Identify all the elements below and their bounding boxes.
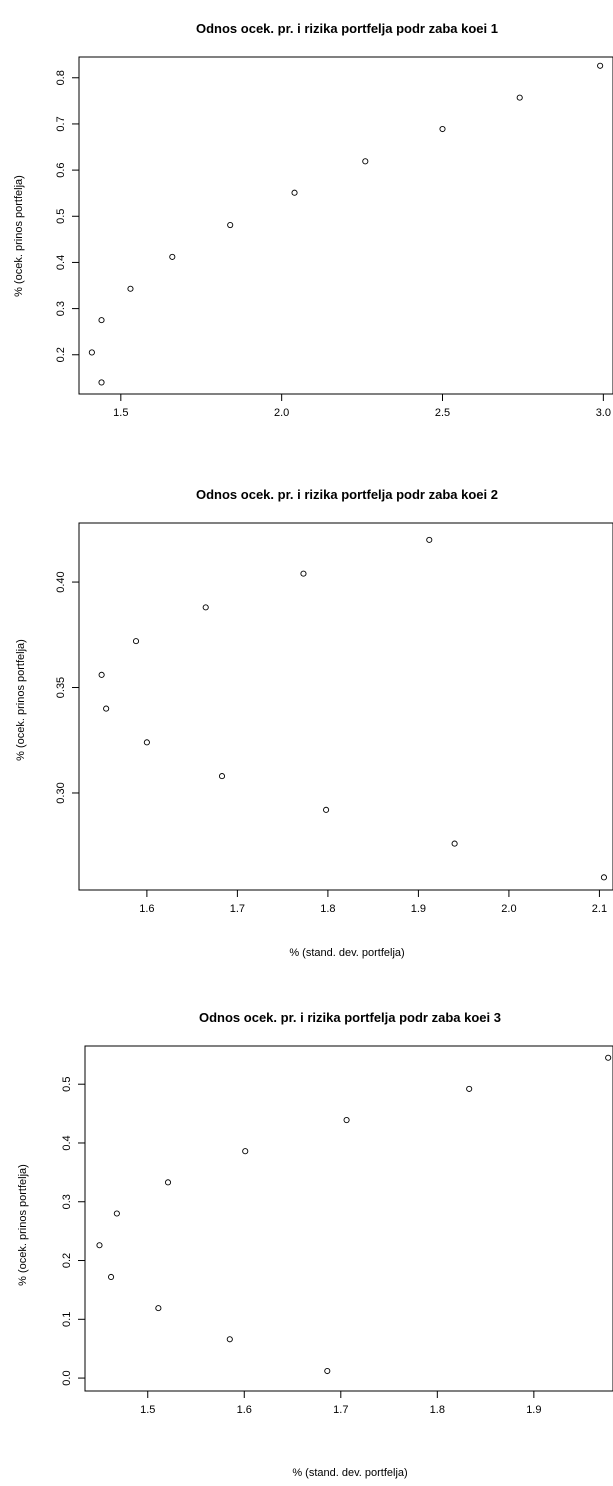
data-point [164, 1179, 172, 1186]
y-tick-label: 0.30 [55, 782, 67, 803]
chart-1-points [88, 62, 604, 386]
x-tick-label: 2.0 [501, 903, 516, 915]
data-point [113, 1210, 120, 1217]
data-point [451, 840, 458, 847]
x-tick-label: 1.5 [113, 407, 128, 419]
y-tick-label: 0.2 [61, 1253, 73, 1268]
x-tick-label: 1.7 [230, 903, 245, 915]
chart-2-title: Odnos ocek. pr. i rizika portfelja podr … [196, 487, 498, 502]
data-point [362, 158, 369, 165]
data-point [466, 1085, 473, 1092]
data-point [226, 1336, 233, 1343]
y-tick-label: 0.4 [61, 1135, 73, 1150]
data-point [98, 379, 105, 386]
chart-2: Odnos ocek. pr. i rizika portfelja podr … [15, 487, 613, 959]
chart-1-title: Odnos ocek. pr. i rizika portfelja podr … [196, 21, 498, 36]
data-point [227, 221, 234, 229]
y-tick-label: 0.6 [55, 162, 67, 177]
data-point [143, 739, 150, 746]
chart-3-y-axis: 0.0 0.1 0.2 0.3 0.4 0.5 [61, 1077, 86, 1386]
x-tick-label: 1.9 [526, 1404, 541, 1416]
data-point [426, 536, 433, 543]
data-point [127, 285, 134, 292]
chart-2-x-axis-title: % (stand. dev. portfelja) [289, 947, 404, 959]
data-point [103, 705, 110, 712]
y-tick-label: 0.3 [55, 301, 67, 316]
data-point [96, 1242, 103, 1249]
data-point [605, 1054, 612, 1061]
data-point [155, 1305, 162, 1312]
chart-3-y-axis-title: % (ocek. prinos portfelja) [17, 1164, 29, 1286]
y-tick-label: 0.1 [61, 1312, 73, 1327]
chart-1-plot-frame [78, 56, 613, 395]
data-point [300, 570, 307, 577]
chart-3-points [96, 1054, 612, 1375]
y-tick-label: 0.4 [55, 255, 67, 270]
x-tick-label: 2.0 [274, 407, 289, 419]
x-tick-label: 1.5 [140, 1404, 155, 1416]
data-point [132, 638, 140, 645]
y-tick-label: 0.5 [55, 209, 67, 224]
y-tick-label: 0.2 [55, 347, 67, 362]
x-tick-label: 1.6 [139, 903, 154, 915]
x-tick-label: 1.8 [430, 1404, 445, 1416]
chart-3-x-axis-title: % (stand. dev. portfelja) [292, 1467, 407, 1479]
x-tick-label: 2.5 [435, 407, 450, 419]
x-tick-label: 1.8 [320, 903, 335, 915]
chart-3-plot-frame [84, 1045, 613, 1392]
y-tick-label: 0.0 [61, 1370, 73, 1385]
chart-2-x-axis: 1.6 1.7 1.8 1.9 2.0 2.1 [139, 889, 607, 915]
data-point [242, 1148, 249, 1155]
x-tick-label: 1.6 [237, 1404, 252, 1416]
data-point [343, 1117, 350, 1124]
chart-3: Odnos ocek. pr. i rizika portfelja podr … [17, 1010, 613, 1479]
y-tick-label: 0.8 [55, 70, 67, 85]
data-point [98, 671, 105, 678]
data-point [597, 62, 604, 69]
data-point [439, 125, 446, 133]
data-point [324, 1367, 331, 1375]
chart-1-y-axis: 0.2 0.3 0.4 0.5 0.6 0.7 0.8 [55, 70, 80, 362]
chart-1-y-axis-title: % (ocek. prinos portfelja) [13, 175, 25, 297]
data-point [88, 349, 95, 356]
data-point [98, 317, 105, 324]
chart-1-x-axis: 1.5 2.0 2.5 3.0 [113, 393, 611, 419]
chart-2-points [98, 536, 607, 881]
y-tick-label: 0.7 [55, 116, 67, 131]
data-point [108, 1273, 115, 1281]
x-tick-label: 1.9 [411, 903, 426, 915]
x-tick-label: 2.1 [592, 903, 607, 915]
x-tick-label: 3.0 [596, 407, 611, 419]
y-tick-label: 0.5 [61, 1077, 73, 1092]
x-tick-label: 1.7 [333, 1404, 348, 1416]
data-point [291, 189, 298, 196]
chart-3-title: Odnos ocek. pr. i rizika portfelja podr … [199, 1010, 501, 1025]
data-point [516, 94, 523, 101]
y-tick-label: 0.3 [61, 1194, 73, 1209]
data-point [323, 806, 330, 813]
data-point [169, 253, 176, 260]
chart-1: Odnos ocek. pr. i rizika portfelja podr … [13, 21, 613, 419]
chart-2-y-axis-title: % (ocek. prinos portfelja) [15, 639, 27, 761]
chart-2-plot-frame [78, 522, 613, 891]
data-point [202, 604, 209, 611]
chart-3-x-axis: 1.5 1.6 1.7 1.8 1.9 [140, 1390, 541, 1416]
data-point [218, 773, 226, 780]
y-tick-label: 0.40 [55, 571, 67, 592]
chart-2-y-axis: 0.30 0.35 0.40 [55, 571, 80, 804]
y-tick-label: 0.35 [55, 677, 67, 698]
data-point [600, 874, 607, 881]
